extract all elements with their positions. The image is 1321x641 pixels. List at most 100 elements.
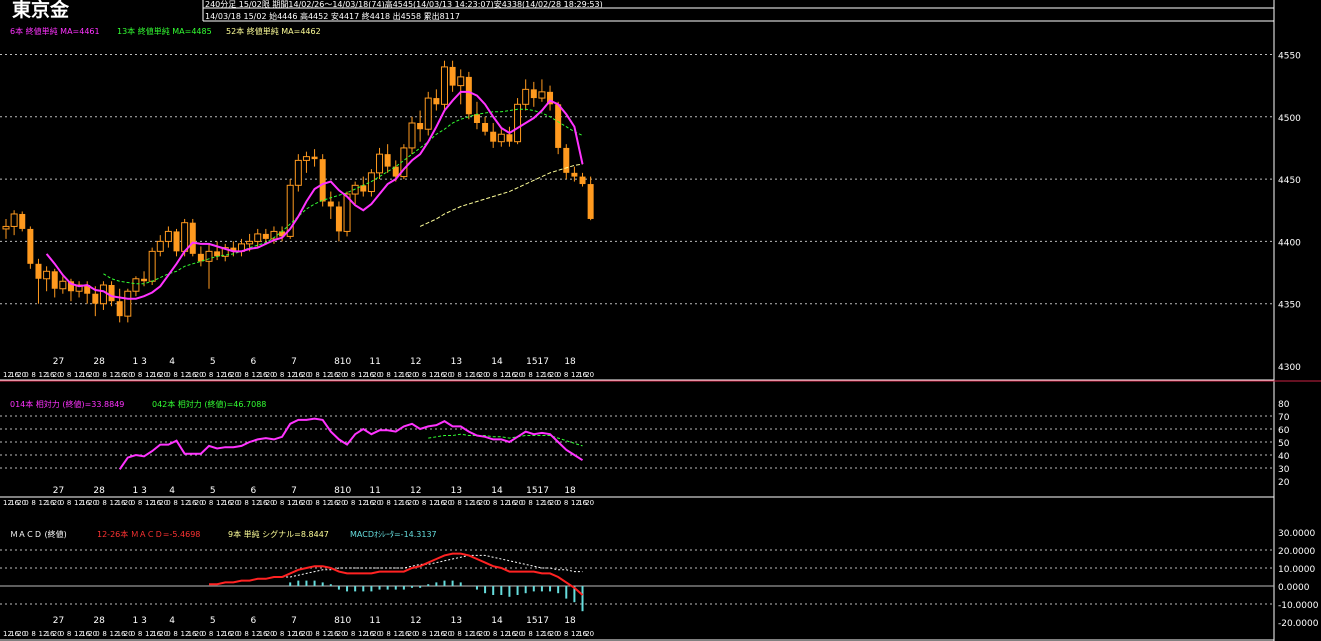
candle-body-up	[148, 250, 156, 282]
x-hour-label: 16	[543, 371, 552, 379]
candle-body-down	[319, 159, 326, 202]
x-day-label: 13	[451, 357, 462, 367]
x-day-label: 11	[369, 616, 380, 626]
x-hour-label: 12	[571, 371, 580, 379]
x-hour-label: 16	[223, 499, 232, 507]
candle-body-down	[27, 228, 34, 264]
x-day-label: 6	[250, 486, 256, 496]
x-day-label: 14	[491, 357, 503, 367]
candle-body-down	[214, 251, 221, 257]
candle-body-down	[108, 285, 115, 302]
x-hour-label: 0	[379, 499, 383, 507]
x-hour-label: 12	[429, 499, 438, 507]
candle-body-down	[433, 98, 440, 105]
legend-ma13: 13本 終値単純 MA=4485	[117, 26, 212, 36]
x-hour-label: 0	[131, 499, 135, 507]
candle-body-down	[327, 201, 334, 207]
signal-line	[282, 554, 583, 578]
x-hour-label: 20	[230, 371, 239, 379]
rsi-y-tick: 30	[1278, 465, 1290, 475]
macd-line	[209, 552, 584, 596]
candle-body-down	[92, 293, 99, 304]
x-hour-label: 16	[152, 630, 161, 638]
x-hour-label: 8	[315, 499, 319, 507]
candle-body-up	[522, 88, 530, 105]
x-hour-label: 16	[365, 371, 374, 379]
x-hour-label: 12	[110, 499, 119, 507]
x-hour-label: 16	[578, 499, 587, 507]
x-hour-label: 0	[60, 371, 64, 379]
x-hour-label: 16	[436, 630, 445, 638]
x-hour-label: 20	[17, 499, 26, 507]
x-hour-label: 12	[181, 630, 190, 638]
candle-body-up	[367, 172, 375, 193]
x-hour-label: 0	[557, 499, 561, 507]
x-hour-label: 8	[209, 630, 213, 638]
x-hour-label: 16	[46, 630, 55, 638]
x-hour-label: 0	[237, 499, 241, 507]
x-hour-label: 20	[266, 630, 275, 638]
candle-body-up	[424, 97, 432, 130]
x-hour-label: 20	[301, 630, 310, 638]
x-hour-label: 0	[95, 499, 99, 507]
x-hour-label: 12	[74, 630, 83, 638]
x-hour-label: 0	[24, 499, 28, 507]
x-hour-label: 16	[401, 630, 410, 638]
x-hour-label: 16	[10, 499, 19, 507]
candle-body-down	[116, 301, 123, 317]
x-hour-label: 12	[3, 371, 12, 379]
candle-body-up	[59, 280, 67, 290]
x-hour-label: 8	[244, 630, 248, 638]
x-day-label: 13	[451, 486, 462, 496]
x-hour-label: 8	[493, 630, 497, 638]
price-y-tick: 4550	[1278, 51, 1301, 61]
x-hour-label: 0	[415, 371, 419, 379]
x-hour-label: 20	[550, 499, 559, 507]
x-hour-label: 0	[131, 371, 135, 379]
x-hour-label: 12	[216, 371, 225, 379]
candle-body-down	[19, 213, 26, 229]
x-hour-label: 12	[74, 499, 83, 507]
x-hour-label: 8	[173, 499, 177, 507]
x-hour-label: 16	[81, 630, 90, 638]
legend-macd-title: ＭＡＣＤ (終値)	[10, 529, 67, 539]
x-hour-label: 16	[543, 630, 552, 638]
x-hour-label: 8	[67, 499, 71, 507]
x-hour-label: 16	[543, 499, 552, 507]
x-hour-label: 0	[308, 499, 312, 507]
x-day-label: 810	[334, 486, 351, 496]
x-hour-label: 12	[252, 499, 261, 507]
x-day-label: 1 3	[133, 357, 147, 367]
x-hour-label: 16	[259, 630, 268, 638]
x-hour-label: 8	[244, 499, 248, 507]
candle-body-up	[124, 290, 132, 317]
candles	[2, 60, 594, 323]
x-hour-label: 8	[422, 371, 426, 379]
candle-body-up	[99, 284, 107, 305]
x-hour-label: 0	[415, 499, 419, 507]
x-hour-label: 20	[443, 630, 452, 638]
ma6-line	[45, 90, 584, 300]
x-hour-label: 16	[472, 499, 481, 507]
candle-body-down	[571, 172, 578, 177]
macd-y-tick: 30.0000	[1278, 529, 1315, 539]
x-hour-label: 16	[507, 371, 516, 379]
x-hour-label: 20	[479, 371, 488, 379]
x-hour-label: 8	[422, 630, 426, 638]
x-hour-label: 20	[337, 499, 346, 507]
x-hour-label: 8	[351, 630, 355, 638]
x-hour-label: 0	[521, 630, 525, 638]
legend-rsi42: 042本 相対力 (終値)=46.7088	[152, 399, 266, 409]
x-hour-label: 16	[81, 499, 90, 507]
macd-y-tick: 20.0000	[1278, 547, 1315, 557]
macd-legend: ＭＡＣＤ (終値) 12-26本 ＭＡＣＤ=-5.4698 9本 単純 シグナル…	[10, 529, 437, 539]
x-day-label: 28	[93, 357, 105, 367]
x-hour-label: 0	[131, 630, 135, 638]
candle-body-down	[482, 123, 489, 132]
x-hour-label: 20	[159, 630, 168, 638]
x-hour-label: 12	[145, 371, 154, 379]
x-hour-label: 16	[223, 371, 232, 379]
x-hour-label: 20	[408, 630, 417, 638]
x-day-label: 1517	[526, 486, 549, 496]
